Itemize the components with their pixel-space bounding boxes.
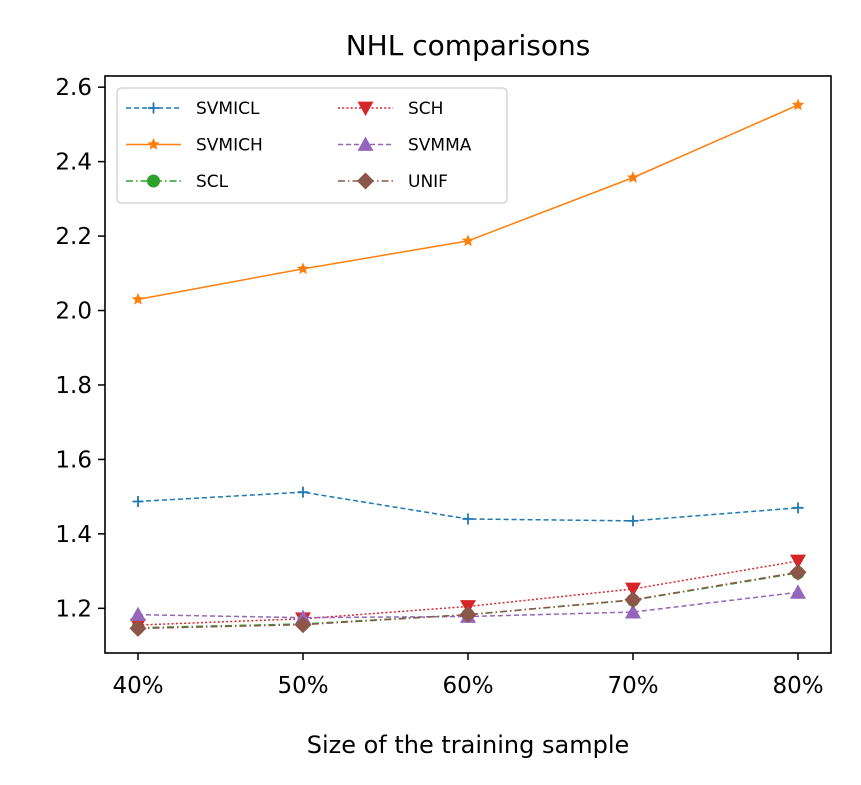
- legend-item-sch: SCH: [338, 99, 443, 119]
- data-point-svmich: [791, 98, 805, 111]
- legend-label-svmicl: SVMICL: [196, 99, 260, 119]
- chart-title: NHL comparisons: [346, 29, 591, 62]
- y-tick-label: 2.0: [55, 299, 92, 325]
- data-point-svmicl: [627, 515, 639, 527]
- legend-item-svmma: SVMMA: [338, 136, 472, 156]
- x-tick-label: 60%: [442, 673, 493, 699]
- x-tick-label: 70%: [607, 673, 658, 699]
- legend-item-svmicl: SVMICL: [126, 99, 260, 119]
- data-point-sch: [790, 554, 806, 570]
- legend-frame: [116, 87, 508, 204]
- legend-label-svmma: SVMMA: [408, 136, 472, 156]
- y-tick-label: 1.2: [55, 596, 92, 622]
- legend-marker-unif: [357, 172, 374, 190]
- x-tick-label: 80%: [772, 673, 823, 699]
- data-point-svmich: [461, 234, 475, 247]
- legend: SVMICL SVMICH SCL SCH SVMMA UNIF: [116, 87, 508, 204]
- data-point-svmich: [131, 292, 145, 305]
- legend-marker-sch: [357, 101, 374, 116]
- y-tick-label: 1.6: [55, 447, 92, 473]
- legend-label-sch: SCH: [408, 99, 443, 119]
- series-line-sch: [137, 560, 799, 626]
- data-point-unif: [789, 563, 807, 581]
- y-tick-label: 1.8: [55, 373, 92, 399]
- data-point-unif: [129, 619, 147, 637]
- data-point-svmma: [625, 604, 641, 619]
- x-tick-label: 40%: [112, 673, 163, 699]
- series-svmich: [131, 98, 805, 305]
- x-axis: 40% 50% 60% 70% 80%: [112, 653, 824, 699]
- data-point-svmich: [296, 262, 310, 275]
- x-axis-title: Size of the training sample: [307, 731, 630, 759]
- legend-label-scl: SCL: [196, 172, 229, 192]
- plot-area: [129, 98, 807, 637]
- y-tick-label: 1.4: [55, 522, 92, 548]
- y-axis: 1.2 1.4 1.6 1.8 2.0 2.2 2.4 2.6: [55, 75, 105, 622]
- legend-item-scl: SCL: [126, 172, 229, 192]
- x-tick-label: 50%: [277, 673, 328, 699]
- series-unif: [129, 563, 807, 637]
- y-tick-label: 2.4: [55, 150, 92, 176]
- data-point-sch: [625, 582, 641, 597]
- legend-label-unif: UNIF: [408, 172, 448, 192]
- legend-item-unif: UNIF: [338, 172, 448, 192]
- legend-marker-scl: [147, 174, 160, 188]
- data-point-svmicl: [132, 495, 144, 507]
- legend-marker-svmma: [357, 136, 374, 151]
- data-point-svmicl: [462, 513, 474, 525]
- series-svmicl: [132, 486, 804, 527]
- legend-item-svmich: SVMICH: [126, 136, 263, 156]
- data-point-unif: [294, 616, 312, 634]
- data-point-unif: [459, 606, 477, 624]
- data-point-svmicl: [792, 502, 804, 514]
- data-point-svmma: [130, 606, 146, 622]
- data-point-unif: [624, 591, 642, 609]
- data-point-svmma: [790, 584, 806, 599]
- y-tick-label: 2.2: [55, 224, 92, 250]
- data-point-svmicl: [297, 486, 309, 498]
- data-point-svmich: [626, 171, 640, 183]
- legend-marker-svmich: [147, 138, 160, 150]
- legend-label-svmich: SVMICH: [196, 136, 263, 156]
- legend-marker-svmicl: [148, 102, 159, 114]
- y-tick-label: 2.6: [55, 75, 92, 101]
